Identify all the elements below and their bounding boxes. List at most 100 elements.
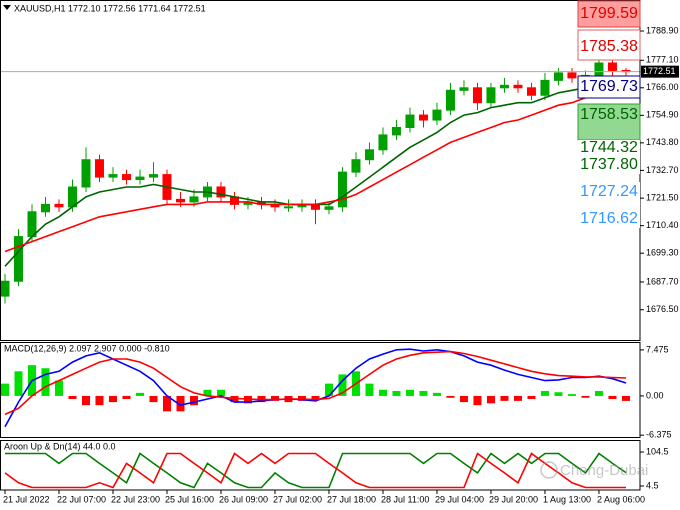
y-tick-label: 4.5 bbox=[646, 480, 659, 490]
x-tick-label: 29 Jul 20:00 bbox=[489, 494, 538, 504]
histogram-bar bbox=[459, 395, 468, 403]
candle-body bbox=[567, 72, 577, 79]
level-box bbox=[577, 29, 641, 61]
y-tick-label: 1721.50 bbox=[646, 193, 679, 203]
histogram-bar bbox=[486, 395, 495, 404]
x-tick-label: 27 Jul 02:00 bbox=[273, 494, 322, 504]
y-tick-label: -6.375 bbox=[646, 430, 672, 440]
candle-body bbox=[13, 236, 23, 282]
level-label: 1727.24 bbox=[580, 183, 638, 200]
macd-title: MACD(12,26,9) 2.097 2.907 0.000 -0.810 bbox=[4, 343, 170, 353]
candle-body bbox=[81, 159, 91, 188]
x-tick-label: 22 Jul 23:00 bbox=[111, 494, 160, 504]
histogram-bar bbox=[162, 395, 171, 412]
histogram-bar bbox=[189, 395, 198, 406]
indicator-line bbox=[4, 350, 627, 416]
watermark-icon bbox=[540, 461, 558, 479]
histogram-bar bbox=[311, 395, 320, 400]
level-labels: 1799.59 1785.38 1769.73 1758.53 1744.32 … bbox=[577, 0, 641, 228]
histogram-bar bbox=[270, 395, 279, 401]
chart-title: XAUUSD,H1 1772.10 1772.56 1771.64 1772.5… bbox=[14, 3, 206, 13]
x-tick-label: 29 Jul 04:00 bbox=[435, 494, 484, 504]
histogram-bar bbox=[540, 391, 549, 396]
candle-body bbox=[108, 174, 118, 178]
x-tick-label: 26 Jul 09:00 bbox=[219, 494, 268, 504]
histogram-bar bbox=[446, 395, 455, 398]
histogram-bar bbox=[405, 389, 414, 396]
histogram-bar bbox=[419, 391, 428, 396]
y-tick-label: 1687.70 bbox=[646, 276, 679, 286]
histogram-bar bbox=[95, 395, 104, 406]
candle-body bbox=[351, 159, 361, 173]
histogram-bar bbox=[338, 374, 347, 396]
candle-body bbox=[405, 114, 415, 128]
level-box bbox=[578, 140, 640, 174]
candle-body bbox=[499, 84, 509, 89]
macd-frame bbox=[0, 342, 641, 438]
x-tick-label: 27 Jul 18:00 bbox=[327, 494, 376, 504]
level-label: 1785.38 bbox=[580, 38, 638, 55]
candle-body bbox=[216, 186, 226, 198]
candle-body bbox=[445, 89, 455, 111]
y-tick-label: 1766.00 bbox=[646, 82, 679, 92]
watermark: Cheng-Dubai bbox=[540, 461, 648, 479]
histogram-bar bbox=[567, 394, 576, 396]
candle-body bbox=[189, 196, 199, 203]
indicator-line bbox=[5, 452, 627, 489]
last-price-label: 1772.51 bbox=[643, 66, 676, 76]
histogram-bar bbox=[68, 395, 77, 400]
histogram-bar bbox=[527, 395, 536, 400]
level-label: 1799.59 bbox=[580, 5, 638, 22]
x-tick-label: 25 Jul 16:00 bbox=[165, 494, 214, 504]
histogram-bar bbox=[135, 392, 144, 396]
histogram-bar bbox=[324, 383, 333, 396]
histogram-bar bbox=[122, 395, 131, 400]
x-tick-label: 21 Jul 2022 bbox=[3, 494, 50, 504]
candle-body bbox=[391, 126, 401, 136]
x-tick-label: 22 Jul 07:00 bbox=[57, 494, 106, 504]
histogram-bar bbox=[621, 395, 630, 401]
candle-body bbox=[526, 87, 536, 96]
x-tick-label: 2 Aug 06:00 bbox=[597, 494, 645, 504]
last-price-box bbox=[641, 65, 679, 78]
histogram-bar bbox=[365, 383, 374, 396]
candle-body bbox=[283, 206, 293, 209]
candle-body bbox=[513, 84, 523, 89]
menu-icon[interactable] bbox=[3, 5, 11, 10]
histogram-bar bbox=[594, 391, 603, 396]
y-tick-label: 1676.50 bbox=[646, 304, 679, 314]
indicator-line bbox=[4, 87, 627, 253]
histogram-bar bbox=[581, 395, 590, 398]
level-label: 1769.73 bbox=[580, 78, 638, 95]
level-box bbox=[577, 75, 641, 99]
x-tick-label: 1 Aug 13:00 bbox=[543, 494, 591, 504]
histogram-bar bbox=[41, 368, 50, 396]
candle-body bbox=[418, 114, 428, 121]
candle-body bbox=[378, 134, 388, 151]
histogram-bar bbox=[473, 395, 482, 406]
histogram-bar bbox=[608, 395, 617, 400]
level-label: 1758.53 bbox=[580, 106, 638, 123]
candle-body bbox=[459, 87, 469, 91]
candle-body bbox=[364, 149, 374, 161]
y-tick-label: 1732.70 bbox=[646, 165, 679, 175]
candle-body bbox=[324, 206, 334, 210]
candle-body bbox=[148, 174, 158, 178]
histogram-bar bbox=[378, 389, 387, 396]
histogram-bar bbox=[14, 371, 23, 396]
histogram-bar bbox=[216, 389, 225, 396]
candle-body bbox=[54, 203, 64, 208]
watermark-text: Cheng-Dubai bbox=[560, 462, 648, 479]
y-tick-label: 1699.30 bbox=[646, 248, 679, 258]
candle-body bbox=[486, 87, 496, 104]
y-tick-label: 7.475 bbox=[646, 344, 669, 354]
indicator-line bbox=[4, 348, 627, 428]
candle-body bbox=[27, 211, 37, 238]
y-tick-label: 1710.40 bbox=[646, 220, 679, 230]
x-tick-label: 28 Jul 11:00 bbox=[381, 494, 429, 504]
candle-body bbox=[472, 87, 482, 104]
level-box bbox=[577, 0, 641, 28]
level-box bbox=[578, 182, 640, 228]
